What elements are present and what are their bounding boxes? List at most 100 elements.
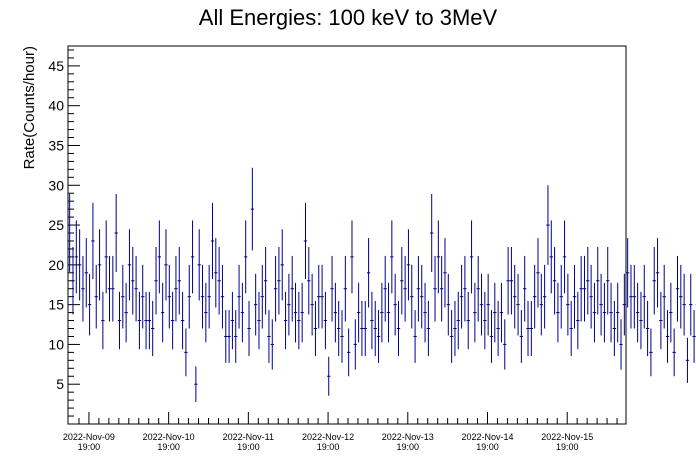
data-point <box>97 229 102 301</box>
data-point <box>596 246 600 315</box>
data-point <box>635 282 640 343</box>
data-point <box>579 255 583 322</box>
data-point <box>652 246 656 315</box>
data-point <box>194 366 198 403</box>
y-axis-label: Rate(Counts/hour) <box>21 46 38 169</box>
y-tick-label: 40 <box>48 98 64 114</box>
data-point <box>513 264 517 329</box>
data-point <box>562 220 567 294</box>
data-point <box>645 300 650 357</box>
data-point <box>529 300 533 357</box>
data-point <box>416 255 421 322</box>
data-point <box>622 273 626 336</box>
data-point <box>410 264 414 329</box>
data-point <box>473 282 477 343</box>
data-point <box>81 255 85 322</box>
data-point <box>74 220 78 294</box>
plot-frame <box>67 45 627 425</box>
data-point <box>546 185 550 265</box>
y-tick-label: 30 <box>48 177 64 193</box>
data-point <box>440 255 444 322</box>
data-point <box>343 255 347 322</box>
data-point <box>609 282 613 343</box>
x-tick-time: 19:00 <box>78 442 101 452</box>
data-point <box>154 246 158 315</box>
y-tick-label: 15 <box>48 297 64 313</box>
x-tick-date: 2022-Nov-14 <box>461 432 513 442</box>
data-point <box>669 282 673 343</box>
data-point <box>214 238 218 308</box>
data-point <box>327 356 331 396</box>
data-point <box>433 255 437 322</box>
data-point <box>300 282 304 343</box>
data-point <box>230 291 235 350</box>
data-point <box>350 220 354 294</box>
y-tick-label: 45 <box>48 58 64 74</box>
data-point <box>692 310 696 363</box>
data-point <box>373 300 377 357</box>
data-point <box>161 282 165 343</box>
data-point <box>144 291 148 350</box>
data-point <box>293 282 298 343</box>
data-point <box>240 282 245 343</box>
x-tick-time: 19:00 <box>556 442 579 452</box>
data-point <box>453 300 457 357</box>
data-point <box>679 264 683 329</box>
data-point <box>247 300 251 357</box>
data-point <box>479 273 484 336</box>
data-point <box>566 273 570 336</box>
data-point <box>167 264 171 329</box>
data-point <box>509 246 514 315</box>
data-point <box>347 328 351 377</box>
data-point <box>337 300 341 357</box>
data-point <box>151 300 155 357</box>
data-point <box>260 264 264 329</box>
x-tick-time: 19:00 <box>397 442 420 452</box>
data-point <box>207 264 211 329</box>
data-point <box>380 282 384 343</box>
data-point <box>616 282 620 343</box>
data-point <box>675 255 680 322</box>
data-point <box>632 264 636 329</box>
data-point <box>539 273 543 336</box>
data-point <box>137 291 142 350</box>
data-point <box>164 229 168 301</box>
data-point <box>127 229 132 301</box>
data-point <box>599 273 603 336</box>
data-point <box>430 194 434 272</box>
data-point <box>323 291 328 350</box>
data-point <box>400 246 404 315</box>
data-point <box>263 246 268 315</box>
data-point <box>556 282 560 343</box>
data-point <box>486 273 490 336</box>
data-point <box>273 255 278 322</box>
data-point <box>476 255 480 322</box>
data-point <box>310 273 314 336</box>
data-point <box>466 291 470 350</box>
data-point <box>340 310 344 363</box>
data-point <box>68 194 72 272</box>
data-point <box>489 310 494 363</box>
data-point <box>290 255 294 322</box>
data-point <box>363 300 367 357</box>
data-point <box>386 282 391 343</box>
data-point <box>655 238 660 308</box>
data-point <box>413 310 417 363</box>
chart-title: All Energies: 100 keV to 3MeV <box>199 5 498 30</box>
data-point <box>506 246 510 315</box>
y-axis: 5 10 15 20 25 30 35 40 45 <box>48 49 80 417</box>
data-point <box>572 264 577 329</box>
data-point <box>244 220 248 294</box>
data-point <box>406 229 411 301</box>
x-tick-date: 2022-Nov-15 <box>541 432 593 442</box>
data-point <box>297 291 301 350</box>
data-point <box>114 194 118 272</box>
data-point <box>91 202 95 280</box>
data-point <box>210 202 215 280</box>
x-tick-time: 19:00 <box>317 442 340 452</box>
data-point <box>383 255 387 322</box>
data-point <box>356 282 361 343</box>
data-point <box>307 246 311 315</box>
data-point <box>436 220 440 294</box>
